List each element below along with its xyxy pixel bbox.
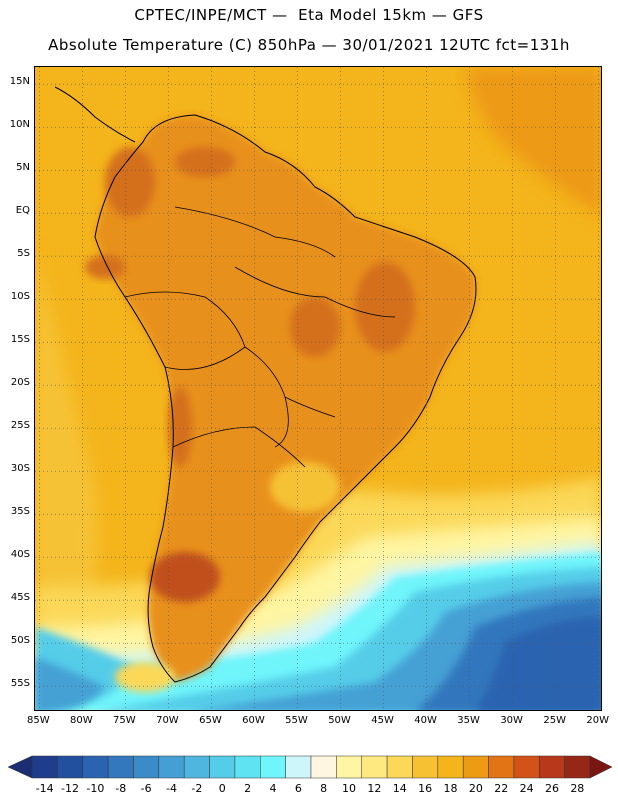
longitude-tick-label: 75W xyxy=(113,715,136,726)
map-canvas xyxy=(35,67,601,710)
colorbar-swatch xyxy=(412,755,439,779)
latitude-tick-label: 30S xyxy=(10,463,30,475)
colorbar-low-cap xyxy=(7,755,33,779)
warm-atlantic-region xyxy=(465,67,601,216)
longitude-tick-label: 20W xyxy=(586,715,609,726)
colorbar-swatch xyxy=(437,755,464,779)
longitude-tick-label: 30W xyxy=(500,715,523,726)
colorbar-tick-label: -14 xyxy=(35,782,54,795)
colorbar-tick-label: 24 xyxy=(519,782,534,795)
colorbar-swatch xyxy=(107,755,134,779)
chart-subtitle: Absolute Temperature (C) 850hPa — 30/01/… xyxy=(48,36,570,54)
colorbar-tick-label: 16 xyxy=(418,782,433,795)
latitude-tick-label: 50S xyxy=(10,635,30,647)
hot-patch-colombia xyxy=(105,147,155,217)
longitude-tick-label: 50W xyxy=(328,715,351,726)
latitude-tick-label: 45S xyxy=(10,592,30,604)
colorbar-swatch xyxy=(462,755,489,779)
longitude-tick-label: 65W xyxy=(199,715,222,726)
colorbar-tick-label: -4 xyxy=(166,782,177,795)
colorbar-swatch xyxy=(285,755,312,779)
colorbar-swatch xyxy=(31,755,58,779)
longitude-tick-label: 70W xyxy=(156,715,179,726)
hot-patch-northeast xyxy=(355,262,415,352)
colorbar-swatch xyxy=(513,755,540,779)
colorbar-swatch xyxy=(158,755,185,779)
colorbar-swatch xyxy=(234,755,261,779)
longitude-tick-label: 45W xyxy=(371,715,394,726)
colorbar-tick-label: 20 xyxy=(468,782,483,795)
hot-patch-peru xyxy=(85,255,125,279)
latitude-tick-label: 20S xyxy=(10,377,30,389)
latitude-tick-label: 10N xyxy=(9,119,30,131)
colorbar-tick-label: -2 xyxy=(191,782,203,795)
temperature-map xyxy=(34,66,602,711)
colorbar-tick-label: 8 xyxy=(320,782,328,795)
longitude-tick-label: 85W xyxy=(26,715,50,726)
colorbar-swatch xyxy=(82,755,109,779)
colorbar-tick-label: -10 xyxy=(86,782,105,795)
colorbar-tick-label: 18 xyxy=(443,782,458,795)
colorbar-swatch xyxy=(209,755,236,779)
latitude-tick-label: 55S xyxy=(10,678,30,690)
colorbar-swatch xyxy=(57,755,83,779)
colorbar-swatch xyxy=(564,755,591,779)
country-borders xyxy=(124,206,396,468)
longitude-tick-label: 40W xyxy=(414,715,437,726)
latitude-tick-label: 15N xyxy=(9,76,30,88)
longitude-tick-label: 80W xyxy=(70,715,93,726)
latitude-tick-label: 5S xyxy=(17,248,30,260)
cool-patch-uruguay xyxy=(270,462,340,512)
colorbar-tick-label: -12 xyxy=(61,782,80,795)
colorbar-swatch xyxy=(310,755,337,779)
lat-lon-grid xyxy=(35,67,601,710)
hot-patch-venezuela xyxy=(175,147,235,177)
colorbar-tick-label: 14 xyxy=(392,782,407,795)
south-pacific-cold xyxy=(35,657,105,710)
longitude-tick-label: 35W xyxy=(457,715,480,726)
latitude-tick-label: 25S xyxy=(10,420,30,432)
colorbar-tick-label: 6 xyxy=(294,782,302,795)
latitude-tick-label: 35S xyxy=(10,506,30,518)
colorbar-swatch xyxy=(336,755,362,779)
colorbar-tick-label: -6 xyxy=(140,782,152,795)
latitude-tick-label: EQ xyxy=(15,205,30,217)
colorbar-tick-label: 22 xyxy=(494,782,509,795)
longitude-tick-label: 60W xyxy=(242,715,265,726)
colorbar-swatch xyxy=(361,755,388,779)
chart-title: CPTEC/INPE/MCT — Eta Model 15km — GFS xyxy=(134,6,484,24)
colorbar-swatch xyxy=(386,755,413,779)
colorbar-tick-label: -8 xyxy=(115,782,127,795)
cold-core xyxy=(476,617,601,710)
colorbar-tick-label: 0 xyxy=(218,782,226,795)
colorbar-swatch xyxy=(488,755,515,779)
colorbar-tick-label: 2 xyxy=(244,782,252,795)
latitude-tick-label: 15S xyxy=(10,334,30,346)
latitude-tick-label: 5N xyxy=(16,162,30,174)
central-america-coast xyxy=(54,86,136,143)
colorbar-tick-label: 10 xyxy=(342,782,357,795)
colorbar-tick-label: 4 xyxy=(269,782,277,795)
colorbar-swatch xyxy=(260,755,286,779)
hot-patch-patagonia xyxy=(150,552,220,602)
latitude-tick-label: 40S xyxy=(10,549,30,561)
coastline xyxy=(94,114,477,683)
colorbar-swatch xyxy=(183,755,210,779)
cool-patch-fuegia xyxy=(115,662,175,692)
colorbar-tick-label: 12 xyxy=(367,782,382,795)
latitude-tick-label: 10S xyxy=(10,291,30,303)
longitude-tick-label: 25W xyxy=(543,715,566,726)
colorbar-swatch xyxy=(539,755,565,779)
longitude-tick-label: 55W xyxy=(285,715,308,726)
colorbar-high-cap xyxy=(589,755,613,779)
colorbar-tick-label: 28 xyxy=(570,782,585,795)
colorbar-swatch xyxy=(133,755,160,779)
hot-patch-andes xyxy=(168,387,192,467)
colorbar-tick-label: 26 xyxy=(544,782,559,795)
